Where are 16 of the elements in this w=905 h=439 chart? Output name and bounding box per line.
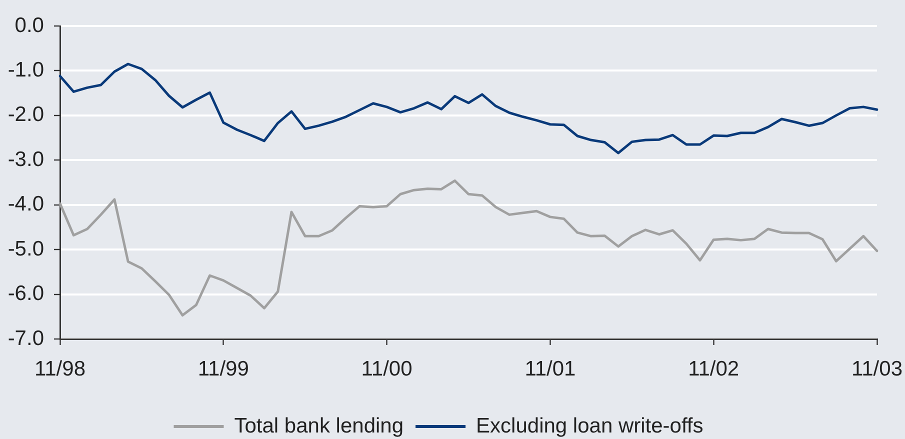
- y-tick-label: -7.0: [8, 326, 44, 350]
- y-tick-label: 0.0: [14, 14, 44, 37]
- y-tick-label: -3.0: [8, 148, 44, 171]
- x-tick-label: 11/01: [524, 357, 576, 380]
- legend-label: Total bank lending: [234, 414, 404, 438]
- y-tick-label: -4.0: [8, 192, 44, 216]
- y-tick-label: -2.0: [8, 103, 44, 126]
- x-tick-label: 11/99: [198, 357, 249, 380]
- x-tick-label: 11/02: [688, 357, 740, 380]
- x-tick-label: 11/98: [34, 357, 86, 380]
- x-tick-label: 11/03: [852, 357, 902, 380]
- y-tick-label: -5.0: [8, 237, 44, 260]
- x-tick-label: 11/00: [361, 357, 412, 380]
- y-tick-label: -1.0: [8, 58, 44, 82]
- y-tick-label: -6.0: [8, 282, 44, 306]
- legend-label: Excluding loan write-offs: [476, 414, 704, 438]
